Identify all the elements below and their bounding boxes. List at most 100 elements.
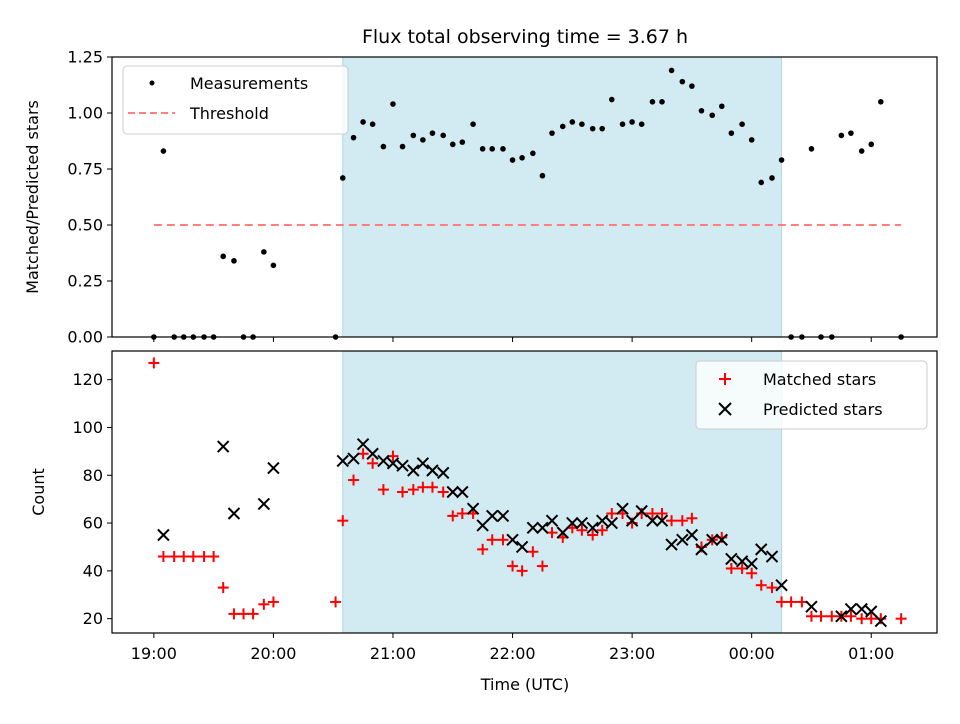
measurement-point (579, 121, 585, 127)
measurement-point (698, 107, 705, 114)
predicted-star-marker (635, 504, 648, 518)
measurement-point (559, 123, 566, 130)
measurement-point (470, 121, 476, 127)
predicted-star-marker (486, 509, 499, 523)
measurement-point (668, 67, 675, 74)
predicted-marker-b (157, 528, 170, 542)
matched-star-marker (367, 457, 379, 469)
matched-star-marker (228, 608, 240, 620)
matched-star-marker (805, 610, 817, 622)
count-y-axis-label: Count (29, 468, 48, 516)
predicted-marker-b (725, 552, 738, 566)
matched-star-marker (337, 515, 349, 527)
matched-star-marker (187, 551, 199, 563)
count-y-axis-ticks: 20 40 60 80 100 120 (72, 370, 112, 628)
matched-star-marker (217, 582, 229, 594)
y-tick-label: 0.00 (67, 328, 103, 347)
ratio-panel: 0.00 0.25 0.50 0.75 1.00 1.25 Matched/Predict… (23, 48, 938, 347)
matched-star-marker (725, 562, 737, 574)
predicted-star-marker (446, 485, 459, 499)
predicted-marker-b (216, 440, 230, 453)
predicted-marker-b (685, 528, 699, 542)
predicted-marker-b (586, 521, 599, 535)
predicted-marker-b (874, 614, 888, 628)
measurement-point (689, 83, 695, 89)
matched-star-marker (895, 613, 907, 625)
measurement-point (868, 141, 875, 148)
predicted-marker-b (865, 605, 878, 618)
predicted-marker-b (556, 526, 569, 539)
predicted-star-marker (426, 464, 439, 477)
matched-star-marker (168, 551, 180, 563)
predicted-star-marker (356, 437, 370, 451)
predicted-marker-b (706, 533, 719, 547)
predicted-marker-b (336, 454, 349, 468)
predicted-star-marker (676, 533, 689, 547)
matched-star-marker (417, 481, 429, 493)
matched-star-marker (247, 608, 259, 620)
predicted-marker-b (605, 516, 618, 530)
predicted-marker-b (426, 464, 439, 477)
matched-star-marker (447, 510, 459, 522)
time-x-axis-ticks: 19:00 20:00 21:00 22:00 23:00 00:00 01:00 (131, 633, 894, 663)
matched-star-marker (686, 512, 698, 524)
predicted-marker-b (515, 540, 529, 554)
x-tick-label: 01:00 (848, 644, 894, 663)
predicted-star-marker (267, 461, 280, 475)
measurement-point (878, 99, 884, 105)
ratio-x-axis-ticks (153, 337, 872, 342)
predicted-star-marker (575, 516, 589, 530)
predicted-star-marker (586, 521, 599, 535)
predicted-marker-b (575, 516, 589, 530)
matched-star-marker (646, 508, 658, 520)
predicted-marker-b (765, 550, 779, 563)
predicted-marker-b (715, 533, 728, 547)
predicted-star-marker (407, 464, 420, 477)
matched-star-marker (486, 534, 498, 546)
predicted-marker-b (566, 516, 579, 530)
predicted-star-marker (366, 447, 379, 460)
predicted-star-marker (466, 502, 480, 515)
x-tick-label: 22:00 (489, 644, 535, 663)
observing-window-top (342, 56, 783, 338)
measurement-point (549, 130, 555, 136)
predicted-marker-b (436, 466, 450, 480)
matched-star-marker (776, 596, 788, 608)
y-tick-label: 40 (83, 561, 103, 580)
predicted-star-marker (496, 509, 510, 523)
matched-star-marker (208, 551, 220, 563)
ratio-legend: Measurements Threshold (122, 65, 349, 135)
measurement-point (479, 146, 486, 152)
measurement-point (748, 137, 755, 143)
matched-star-marker (198, 551, 210, 563)
count-markers-layer (148, 357, 907, 628)
ratio-y-axis-label: Matched/Predicted stars (23, 100, 42, 294)
measurement-point (858, 148, 865, 154)
measurement-point (608, 96, 615, 103)
matched-star-marker (477, 543, 489, 555)
predicted-star-marker (665, 538, 678, 551)
y-tick-label: 80 (83, 466, 103, 485)
predicted-marker-b (775, 578, 788, 592)
matched-star-marker (377, 484, 389, 496)
matched-star-marker (676, 515, 688, 527)
measurement-point (270, 262, 277, 269)
measurement-point (739, 121, 745, 127)
predicted-marker-b (655, 514, 669, 527)
count-panel-frame (111, 350, 938, 634)
predicted-star-marker (396, 459, 409, 472)
measurement-point (429, 130, 436, 136)
x-tick-label: 23:00 (609, 644, 655, 663)
y-tick-label: 1.00 (67, 104, 103, 123)
measurement-point (629, 119, 635, 125)
matched-star-marker (755, 579, 767, 591)
matched-star-marker (157, 551, 169, 563)
predicted-star-marker (616, 502, 629, 515)
predicted-marker-b (665, 538, 678, 551)
predicted-marker-b (646, 514, 659, 527)
y-tick-label: 1.25 (67, 48, 103, 67)
y-tick-label: 0.50 (67, 216, 103, 235)
measurement-point (599, 125, 606, 132)
matched-star-marker (178, 551, 190, 563)
matched-star-marker (238, 608, 250, 620)
